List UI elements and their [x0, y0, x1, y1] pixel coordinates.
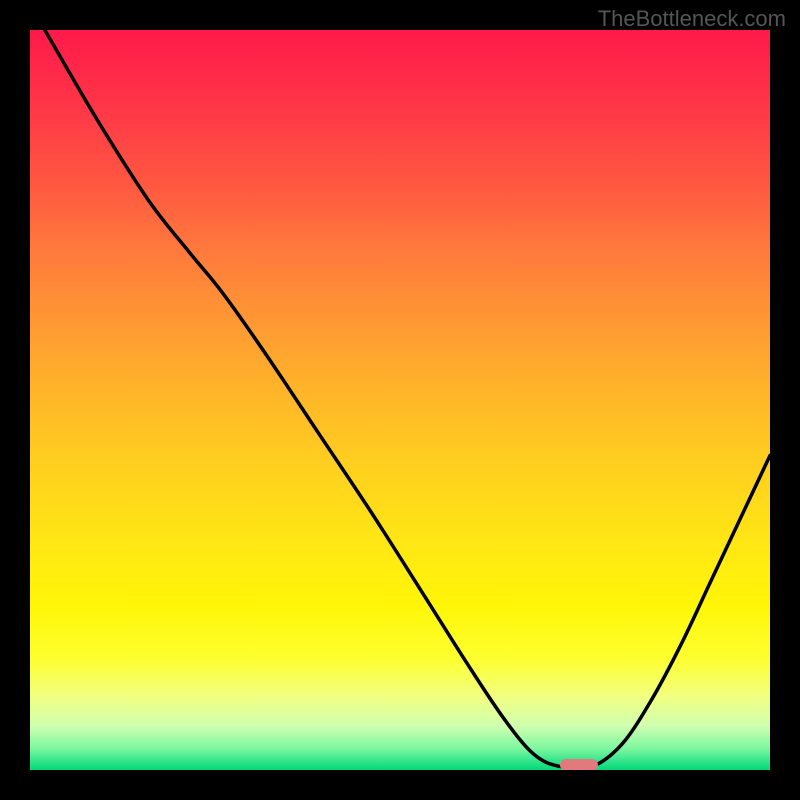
plot-area [30, 30, 770, 770]
watermark-text: TheBottleneck.com [598, 6, 786, 32]
bottleneck-curve [30, 30, 770, 770]
optimum-marker [560, 759, 598, 770]
